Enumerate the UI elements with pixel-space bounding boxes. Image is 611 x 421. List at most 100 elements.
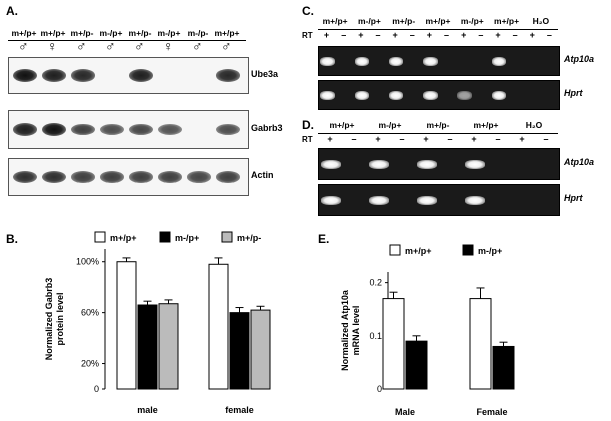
bar xyxy=(469,298,492,390)
western-blot-actin xyxy=(8,158,249,196)
panel-d-label: D. xyxy=(302,118,314,132)
gel-band xyxy=(457,90,472,100)
male-symbol-icon: ♂ xyxy=(105,38,116,54)
rt-sign: + xyxy=(423,134,429,144)
gel-band xyxy=(464,159,486,169)
blot-band xyxy=(187,171,211,183)
gel-label: Atp10a xyxy=(564,54,595,64)
gel-band xyxy=(416,159,438,169)
male-symbol-icon: ♂ xyxy=(221,38,232,54)
rt-sign: – xyxy=(351,134,357,144)
gel-group-label: H₂O xyxy=(525,120,543,130)
gel-group-label: m-/p+ xyxy=(378,120,402,130)
gel-band xyxy=(388,90,404,100)
rt-sign: – xyxy=(543,134,549,144)
legend-label: m-/p+ xyxy=(175,233,199,243)
blot-band xyxy=(71,69,95,82)
blot-band xyxy=(216,69,240,82)
blot-band xyxy=(129,171,153,183)
gel-band xyxy=(388,56,404,66)
rt-sign: + xyxy=(327,134,333,144)
lane-genotype: m+/p+ xyxy=(11,28,37,38)
gel-header-rule xyxy=(318,29,558,30)
blot-band xyxy=(13,123,37,136)
y-axis-label: Normalized Gabrb3protein level xyxy=(44,278,65,361)
gel-atp10a xyxy=(318,148,560,180)
gel-band xyxy=(354,56,370,66)
y-tick-label: 0.2 xyxy=(369,278,382,288)
gel-hprt xyxy=(318,184,560,216)
gel-label: Hprt xyxy=(564,193,583,203)
blot-band xyxy=(158,124,182,135)
blot-band xyxy=(216,124,240,135)
y-tick-label: 20% xyxy=(81,359,99,369)
blot-band xyxy=(100,124,124,135)
panel-e-label: E. xyxy=(318,232,330,246)
rt-sign: – xyxy=(409,30,415,40)
male-symbol-icon: ♂ xyxy=(134,38,145,54)
category-label: male xyxy=(137,405,158,415)
gel-group-label: H₂O xyxy=(532,16,550,26)
blot-band xyxy=(13,171,37,183)
rt-sign: – xyxy=(447,134,453,144)
rt-sign: + xyxy=(519,134,525,144)
blot-band xyxy=(71,171,95,183)
blot-band xyxy=(129,123,153,136)
rt-sign: + xyxy=(471,134,477,144)
category-label: Female xyxy=(476,407,507,417)
blot-label: Actin xyxy=(251,170,274,180)
bar xyxy=(492,345,515,390)
gel-group-label: m+/p+ xyxy=(494,16,520,26)
blot-band xyxy=(42,123,66,136)
panel-e-chart: 0.2 0.1 0 Normalized Atp10amRNA level Male Fe… xyxy=(340,244,515,417)
blot-band xyxy=(13,69,37,82)
rt-sign: – xyxy=(341,30,347,40)
western-blot-ube3a xyxy=(8,57,249,94)
panel-b-chart: 100% 60% 20% 0 Normalized Gabrb3protein leve… xyxy=(44,231,271,415)
y-tick-label: 0 xyxy=(377,384,382,394)
gel-group-label: m-/p+ xyxy=(460,16,484,26)
legend-swatch xyxy=(221,231,233,243)
lane-header-rule xyxy=(8,40,246,41)
gel-band xyxy=(423,90,438,100)
blot-band xyxy=(100,171,124,183)
bar xyxy=(116,261,137,390)
y-axis-label: Normalized Atp10amRNA level xyxy=(340,289,361,371)
legend-swatch xyxy=(462,244,474,256)
blot-band xyxy=(129,69,153,82)
rt-sign: + xyxy=(529,30,535,40)
female-symbol-icon: ♀ xyxy=(47,38,58,54)
gel-band xyxy=(423,56,438,66)
blot-band xyxy=(42,171,66,183)
gel-group-label: m+/p- xyxy=(392,16,416,26)
bar xyxy=(382,298,405,390)
lane-genotype: m-/p+ xyxy=(99,28,123,38)
blot-band xyxy=(42,69,66,82)
y-axis-label-line: Normalized Atp10a xyxy=(340,289,350,371)
legend-swatch xyxy=(159,231,171,243)
lane-genotype: m+/p- xyxy=(70,28,94,38)
gel-band xyxy=(491,90,507,100)
rt-sign: – xyxy=(546,30,552,40)
gel-label: Atp10a xyxy=(564,157,595,167)
gel-group-label: m+/p+ xyxy=(322,16,348,26)
legend-label: m+/p- xyxy=(237,233,261,243)
bar xyxy=(208,263,229,390)
gel-group-label: m+/p- xyxy=(426,120,450,130)
y-axis-label-line: protein level xyxy=(55,292,65,345)
category-label: female xyxy=(225,405,254,415)
lane-genotype: m-/p- xyxy=(187,28,209,38)
bar xyxy=(158,303,179,390)
female-symbol-icon: ♀ xyxy=(163,38,174,54)
male-symbol-icon: ♂ xyxy=(18,38,29,54)
gel-band xyxy=(368,159,390,169)
y-tick-label: 60% xyxy=(81,308,99,318)
bar xyxy=(229,312,250,390)
lane-genotype: m+/p+ xyxy=(40,28,66,38)
gel-group-label: m+/p+ xyxy=(473,120,499,130)
gel-group-label: m+/p+ xyxy=(425,16,451,26)
rt-sign: + xyxy=(461,30,467,40)
rt-sign: + xyxy=(392,30,398,40)
rt-sign: + xyxy=(426,30,433,40)
rt-sign: + xyxy=(358,30,364,40)
